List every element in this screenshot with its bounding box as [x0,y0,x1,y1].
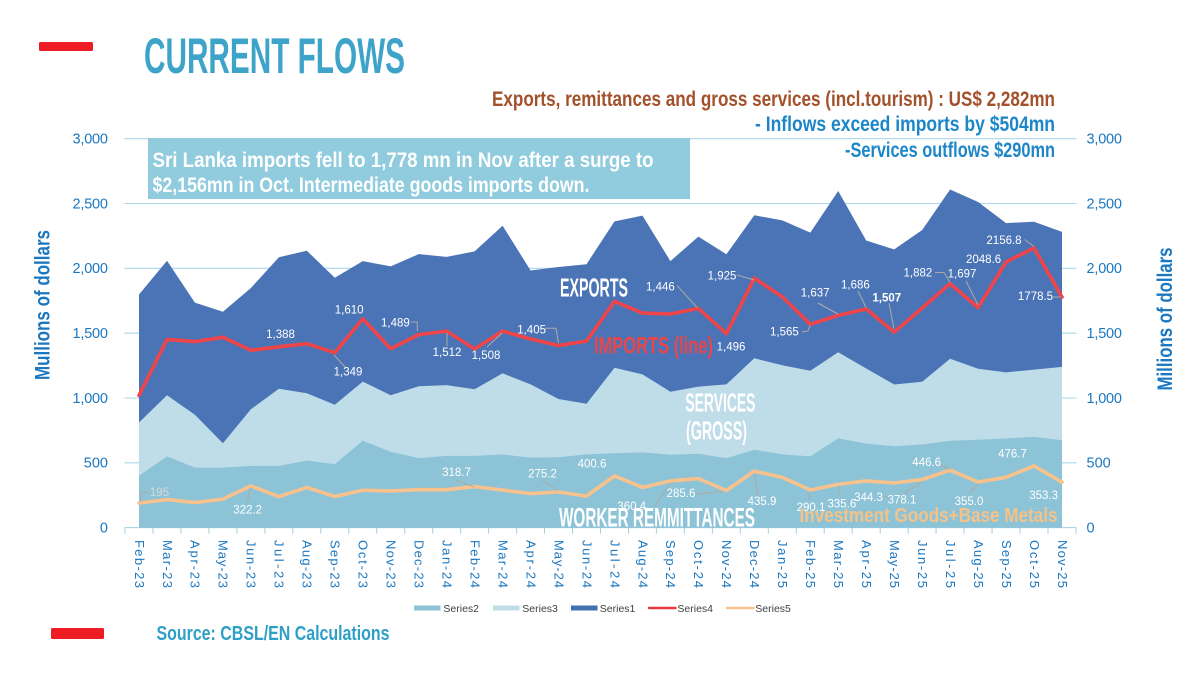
svg-text:400.6: 400.6 [578,459,607,471]
svg-text:1,637: 1,637 [801,288,830,300]
svg-text:1,496: 1,496 [717,342,746,354]
svg-text:0: 0 [1087,520,1095,536]
svg-text:1,512: 1,512 [433,347,462,359]
svg-text:Mar-25: Mar-25 [831,540,846,588]
svg-text:EXPORTS: EXPORTS [560,273,628,303]
svg-text:Mar-24: Mar-24 [495,540,510,588]
svg-text:1,507: 1,507 [872,293,901,305]
svg-text:Source: CBSL/EN Calculations: Source: CBSL/EN Calculations [157,623,390,645]
svg-text:Feb-24: Feb-24 [467,540,482,588]
svg-text:1,565: 1,565 [770,327,799,339]
svg-text:Sri Lanka imports fell to 1,77: Sri Lanka imports fell to 1,778 mn in No… [153,149,654,172]
svg-text:1,882: 1,882 [904,268,933,280]
svg-text:476.7: 476.7 [998,449,1027,461]
svg-text:1,697: 1,697 [948,269,977,281]
svg-text:2156.8: 2156.8 [986,235,1021,247]
svg-text:Nov-23: Nov-23 [384,540,399,588]
svg-text:195: 195 [150,487,169,499]
svg-text:WORKER REMMITTANCES: WORKER REMMITTANCES [559,503,755,533]
svg-text:Sep-23: Sep-23 [328,540,343,588]
svg-text:Sep-24: Sep-24 [663,540,678,588]
svg-text:378.1: 378.1 [888,495,917,507]
svg-text:(GROSS): (GROSS) [686,416,747,446]
svg-text:1,500: 1,500 [73,326,109,342]
svg-text:290.1: 290.1 [797,502,826,514]
svg-text:344.3: 344.3 [854,492,883,504]
svg-text:CURRENT FLOWS: CURRENT FLOWS [144,28,405,84]
svg-text:Jul-24: Jul-24 [607,540,622,588]
svg-text:Series1: Series1 [600,603,636,615]
svg-text:1778.5: 1778.5 [1018,291,1053,303]
svg-text:Aug-23: Aug-23 [300,540,315,588]
svg-text:1,000: 1,000 [1087,391,1123,407]
svg-text:Series3: Series3 [522,603,558,615]
svg-text:-Services outflows $290mn: -Services outflows $290mn [845,139,1055,162]
svg-text:Mar-23: Mar-23 [160,540,175,588]
svg-text:Series2: Series2 [443,603,479,615]
svg-text:Mullions of dollars: Mullions of dollars [32,230,55,380]
svg-text:May-25: May-25 [887,540,902,588]
svg-text:446.6: 446.6 [912,457,941,469]
svg-text:May-23: May-23 [216,540,231,588]
svg-text:1,610: 1,610 [335,305,364,317]
svg-text:500: 500 [1087,456,1111,472]
svg-text:360.4: 360.4 [617,501,646,513]
svg-text:Jan-24: Jan-24 [440,540,455,588]
svg-text:Jan-25: Jan-25 [775,540,790,588]
svg-text:1,405: 1,405 [517,325,546,337]
svg-text:Jun-24: Jun-24 [579,540,594,588]
svg-text:1,349: 1,349 [334,367,363,379]
svg-text:May-24: May-24 [551,540,566,588]
svg-text:1,508: 1,508 [472,350,501,362]
svg-text:275.2: 275.2 [528,469,557,481]
svg-text:Nov-25: Nov-25 [1055,540,1070,588]
svg-text:318.7: 318.7 [442,467,471,479]
svg-text:Investment Goods+Base Metals: Investment Goods+Base Metals [800,505,1058,527]
svg-text:2,500: 2,500 [1087,196,1123,212]
svg-text:1,446: 1,446 [646,282,675,294]
svg-text:1,925: 1,925 [708,271,737,283]
svg-text:2,000: 2,000 [1087,261,1123,277]
svg-text:285.6: 285.6 [667,488,696,500]
svg-text:Series4: Series4 [677,603,713,615]
svg-text:Feb-25: Feb-25 [803,540,818,588]
svg-text:335.6: 335.6 [828,499,857,511]
svg-text:Nov-24: Nov-24 [719,540,734,588]
svg-text:353.3: 353.3 [1029,490,1058,502]
svg-text:0: 0 [100,520,108,536]
svg-text:1,000: 1,000 [73,391,109,407]
svg-text:3,000: 3,000 [73,132,109,148]
svg-text:- Inflows exceed imports by $5: - Inflows exceed imports by $504mn [755,113,1055,136]
svg-text:Dec-23: Dec-23 [412,540,427,588]
svg-text:2048.6: 2048.6 [966,254,1001,266]
svg-text:Exports, remittances and gross: Exports, remittances and gross services … [492,88,1055,111]
svg-text:1,489: 1,489 [381,318,410,330]
svg-text:435.9: 435.9 [748,496,777,508]
svg-text:1,500: 1,500 [1087,326,1123,342]
svg-text:500: 500 [84,456,108,472]
svg-text:1,388: 1,388 [266,329,295,341]
svg-text:Jun-25: Jun-25 [915,540,930,588]
svg-text:Jul-25: Jul-25 [943,540,958,588]
svg-text:2,500: 2,500 [73,196,109,212]
svg-text:Aug-24: Aug-24 [635,540,650,588]
svg-text:Dec-24: Dec-24 [747,540,762,588]
svg-text:SERVICES: SERVICES [685,388,755,418]
svg-text:1,686: 1,686 [841,280,870,292]
svg-text:Jul-23: Jul-23 [272,540,287,588]
svg-text:3,000: 3,000 [1087,132,1123,148]
svg-text:$2,156mn in Oct. Intermediate: $2,156mn in Oct. Intermediate goods impo… [153,174,590,197]
svg-text:Millions of dollars: Millions of dollars [1154,248,1177,391]
svg-text:2,000: 2,000 [73,261,109,277]
svg-text:355.0: 355.0 [955,496,984,508]
svg-text:Jun-23: Jun-23 [244,540,259,588]
svg-text:Sep-25: Sep-25 [999,540,1014,588]
svg-text:Feb-23: Feb-23 [132,540,147,588]
svg-text:IMPORTS (line): IMPORTS (line) [594,333,713,360]
svg-text:322.2: 322.2 [233,505,262,517]
svg-text:Series5: Series5 [755,603,791,615]
svg-text:Aug-25: Aug-25 [971,540,986,588]
